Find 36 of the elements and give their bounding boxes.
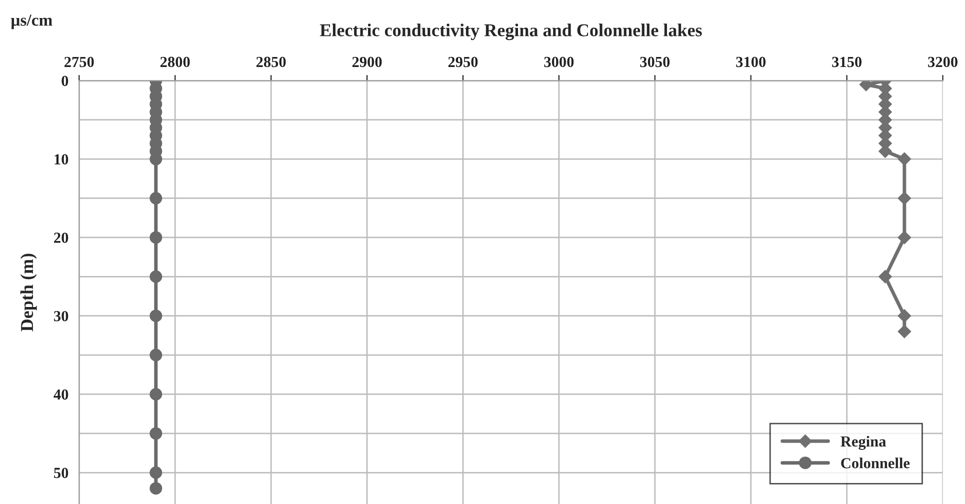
y-tick-label: 0 — [62, 76, 68, 86]
x-axis-title: µs/cm — [10, 14, 52, 30]
point — [150, 348, 162, 362]
point — [150, 231, 162, 244]
x-tick-label: 3200 — [928, 56, 958, 68]
x-tick-label: 2800 — [160, 56, 190, 68]
legend-label: Regina — [840, 436, 886, 450]
point — [898, 324, 912, 338]
y-tick-label: 50 — [54, 468, 68, 478]
y-tick-label: 20 — [54, 232, 68, 243]
x-tick-label: 2900 — [352, 56, 382, 68]
point — [898, 230, 912, 244]
y-axis-title: Depth (m) — [20, 254, 37, 332]
legend-label: Colonnelle — [841, 458, 910, 468]
point — [150, 466, 162, 479]
point — [150, 482, 162, 495]
point — [878, 270, 892, 284]
point — [150, 192, 162, 204]
point — [898, 192, 912, 205]
y-tick-label: 10 — [54, 154, 68, 164]
x-tick-label: 2950 — [448, 56, 478, 68]
point — [150, 388, 162, 400]
x-tick-label: 3150 — [832, 56, 862, 68]
x-tick-label: 2750 — [64, 56, 94, 68]
chart-title: Electric conductivity Regina and Colonnelle lakes — [320, 24, 702, 40]
point — [898, 152, 912, 166]
x-tick-label: 3050 — [640, 56, 670, 68]
y-tick-label: 30 — [54, 310, 68, 322]
x-tick-label: 2850 — [256, 56, 286, 68]
point — [150, 270, 162, 283]
y-tick-label: 40 — [54, 389, 68, 400]
point — [150, 310, 162, 322]
x-tick-label: 3000 — [544, 56, 574, 68]
x-tick-label: 3100 — [736, 56, 766, 68]
point — [898, 309, 912, 322]
point — [150, 427, 162, 440]
